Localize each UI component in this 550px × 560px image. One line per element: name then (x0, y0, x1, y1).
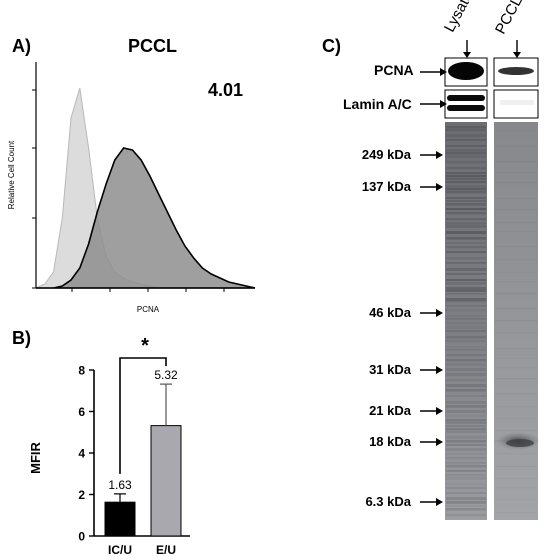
significance-star: * (141, 335, 149, 357)
band-arrows (420, 68, 447, 108)
bar-y-tick-label: 8 (78, 364, 85, 378)
western-blot-figure (420, 40, 540, 520)
gel-lane-pccl (494, 122, 538, 520)
panel-a-letter: A) (12, 36, 31, 56)
panel-a-title: PCCL (128, 36, 177, 56)
bar-y-tick-label: 6 (78, 405, 85, 419)
histogram-ylabel: Relative Cell Count (7, 140, 16, 209)
lamin-band-lysate-upper (447, 95, 485, 101)
marker-137: 137 kDa (361, 179, 411, 194)
marker-arrow-head-6 (436, 498, 443, 506)
band-label-pcna: PCNA (374, 62, 414, 78)
marker-18: 18 kDa (369, 434, 411, 449)
pcna-blot (444, 57, 539, 87)
marker-arrow-head-0 (436, 151, 443, 159)
panel-c-letter: C) (322, 36, 341, 56)
lane-arrow-pccl (513, 40, 521, 58)
significance-bracket (119, 357, 167, 474)
lane-arrow-lysate (463, 40, 471, 58)
bar-y-tick-label: 4 (78, 447, 85, 461)
histogram-series-2 (36, 147, 256, 289)
bar-category-label: IC/U (108, 543, 132, 557)
marker-46: 46 kDa (369, 305, 411, 320)
marker-31: 31 kDa (369, 362, 411, 377)
bar-ylabel: MFIR (28, 442, 43, 474)
histogram-value: 4.01 (208, 80, 244, 100)
marker-arrow-head-2 (436, 309, 443, 317)
lamin-blot (444, 89, 539, 119)
gel-lane-lysate (445, 122, 487, 520)
bar-value-label: 5.32 (154, 368, 178, 382)
bar-e-u (150, 425, 182, 537)
histogram-xlabel: PCNA (137, 305, 160, 314)
bar-value-label: 1.63 (108, 478, 132, 492)
band-label-lamin: Lamin A/C (343, 96, 412, 112)
marker-arrow-head-3 (436, 366, 443, 374)
marker-arrow-head-4 (436, 407, 443, 415)
bar-category-label: E/U (156, 543, 176, 557)
marker-arrow-head-1 (436, 183, 443, 191)
histogram-plot: Relative Cell Count PCNA (7, 62, 256, 314)
bar-y-tick-label: 0 (78, 530, 85, 544)
bar-chart: 0 2 4 6 8 1.63 IC/U 5.32 E/U MFIR * (28, 335, 190, 557)
marker-249: 249 kDa (361, 147, 411, 162)
lamin-band-lysate-lower (447, 105, 485, 111)
marker-arrow-head-5 (436, 438, 443, 446)
panel-b-letter: B) (12, 328, 31, 348)
bar-y-tick-label: 2 (78, 488, 85, 502)
bar-ic-u (104, 501, 136, 537)
marker-6-3: 6.3 kDa (365, 494, 411, 509)
pcna-band-lysate (448, 62, 484, 80)
marker-21: 21 kDa (369, 403, 411, 418)
